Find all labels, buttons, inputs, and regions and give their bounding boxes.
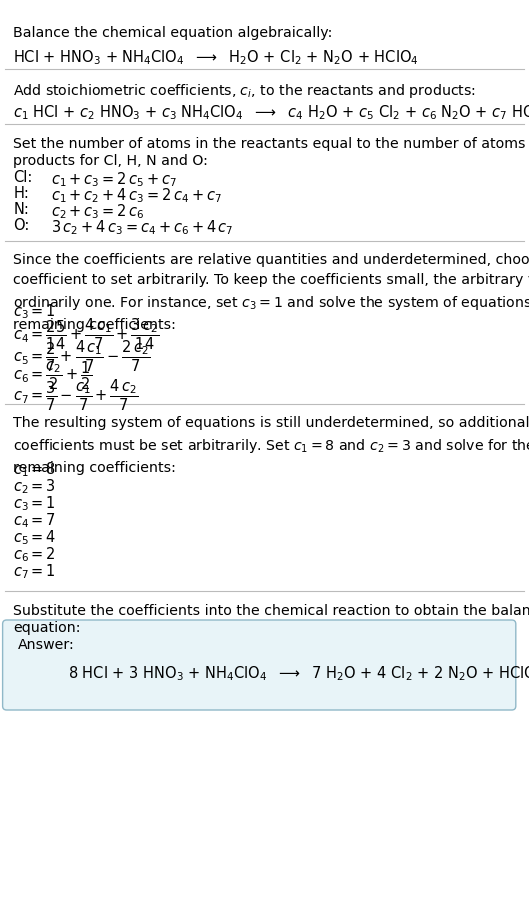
Text: $c_6 = \dfrac{c_2}{2} + \dfrac{1}{2}$: $c_6 = \dfrac{c_2}{2} + \dfrac{1}{2}$ [13, 359, 92, 392]
Text: $c_6 = 2$: $c_6 = 2$ [13, 545, 56, 564]
Text: equation:: equation: [13, 621, 81, 635]
Text: $c_4 = 7$: $c_4 = 7$ [13, 511, 56, 529]
Text: products for Cl, H, N and O:: products for Cl, H, N and O: [13, 154, 208, 168]
Text: HCl + HNO$_3$ + NH$_4$ClO$_4$  $\longrightarrow$  H$_2$O + Cl$_2$ + N$_2$O + HCl: HCl + HNO$_3$ + NH$_4$ClO$_4$ $\longrigh… [13, 48, 419, 67]
Text: The resulting system of equations is still underdetermined, so additional
coeffi: The resulting system of equations is sti… [13, 416, 529, 475]
Text: Cl:: Cl: [13, 170, 33, 185]
Text: $c_3 = 1$: $c_3 = 1$ [13, 302, 56, 321]
Text: H:: H: [13, 186, 29, 201]
Text: $c_1$ HCl + $c_2$ HNO$_3$ + $c_3$ NH$_4$ClO$_4$  $\longrightarrow$  $c_4$ H$_2$O: $c_1$ HCl + $c_2$ HNO$_3$ + $c_3$ NH$_4$… [13, 103, 529, 122]
Text: Add stoichiometric coefficients, $c_i$, to the reactants and products:: Add stoichiometric coefficients, $c_i$, … [13, 82, 476, 100]
Text: $c_4 = \dfrac{25}{14} + \dfrac{4\,c_1}{7} + \dfrac{3\,c_2}{14}$: $c_4 = \dfrac{25}{14} + \dfrac{4\,c_1}{7… [13, 317, 160, 352]
Text: $c_2 = 3$: $c_2 = 3$ [13, 477, 56, 495]
Text: $c_7 = 1$: $c_7 = 1$ [13, 562, 56, 580]
Text: $c_3 = 1$: $c_3 = 1$ [13, 494, 56, 513]
Text: $c_5 = 4$: $c_5 = 4$ [13, 528, 57, 547]
Text: $c_2 + c_3 = 2\,c_6$: $c_2 + c_3 = 2\,c_6$ [51, 202, 144, 221]
Text: N:: N: [13, 202, 29, 217]
Text: $c_1 + c_3 = 2\,c_5 + c_7$: $c_1 + c_3 = 2\,c_5 + c_7$ [51, 170, 177, 188]
Text: O:: O: [13, 218, 30, 233]
FancyBboxPatch shape [3, 620, 516, 710]
Text: $c_7 = \dfrac{3}{7} - \dfrac{c_1}{7} + \dfrac{4\,c_2}{7}$: $c_7 = \dfrac{3}{7} - \dfrac{c_1}{7} + \… [13, 378, 139, 413]
Text: Substitute the coefficients into the chemical reaction to obtain the balanced: Substitute the coefficients into the che… [13, 604, 529, 618]
Text: Answer:: Answer: [18, 638, 75, 652]
Text: Set the number of atoms in the reactants equal to the number of atoms in the: Set the number of atoms in the reactants… [13, 137, 529, 151]
Text: $c_5 = \dfrac{2}{7} + \dfrac{4\,c_1}{7} - \dfrac{2\,c_2}{7}$: $c_5 = \dfrac{2}{7} + \dfrac{4\,c_1}{7} … [13, 339, 150, 374]
Text: 8 HCl + 3 HNO$_3$ + NH$_4$ClO$_4$  $\longrightarrow$  7 H$_2$O + 4 Cl$_2$ + 2 N$: 8 HCl + 3 HNO$_3$ + NH$_4$ClO$_4$ $\long… [68, 664, 529, 683]
Text: $3\,c_2 + 4\,c_3 = c_4 + c_6 + 4\,c_7$: $3\,c_2 + 4\,c_3 = c_4 + c_6 + 4\,c_7$ [51, 218, 234, 237]
Text: $c_1 = 8$: $c_1 = 8$ [13, 460, 57, 479]
Text: Balance the chemical equation algebraically:: Balance the chemical equation algebraica… [13, 26, 333, 40]
Text: Since the coefficients are relative quantities and underdetermined, choose a
coe: Since the coefficients are relative quan… [13, 253, 529, 333]
Text: $c_1 + c_2 + 4\,c_3 = 2\,c_4 + c_7$: $c_1 + c_2 + 4\,c_3 = 2\,c_4 + c_7$ [51, 186, 222, 205]
